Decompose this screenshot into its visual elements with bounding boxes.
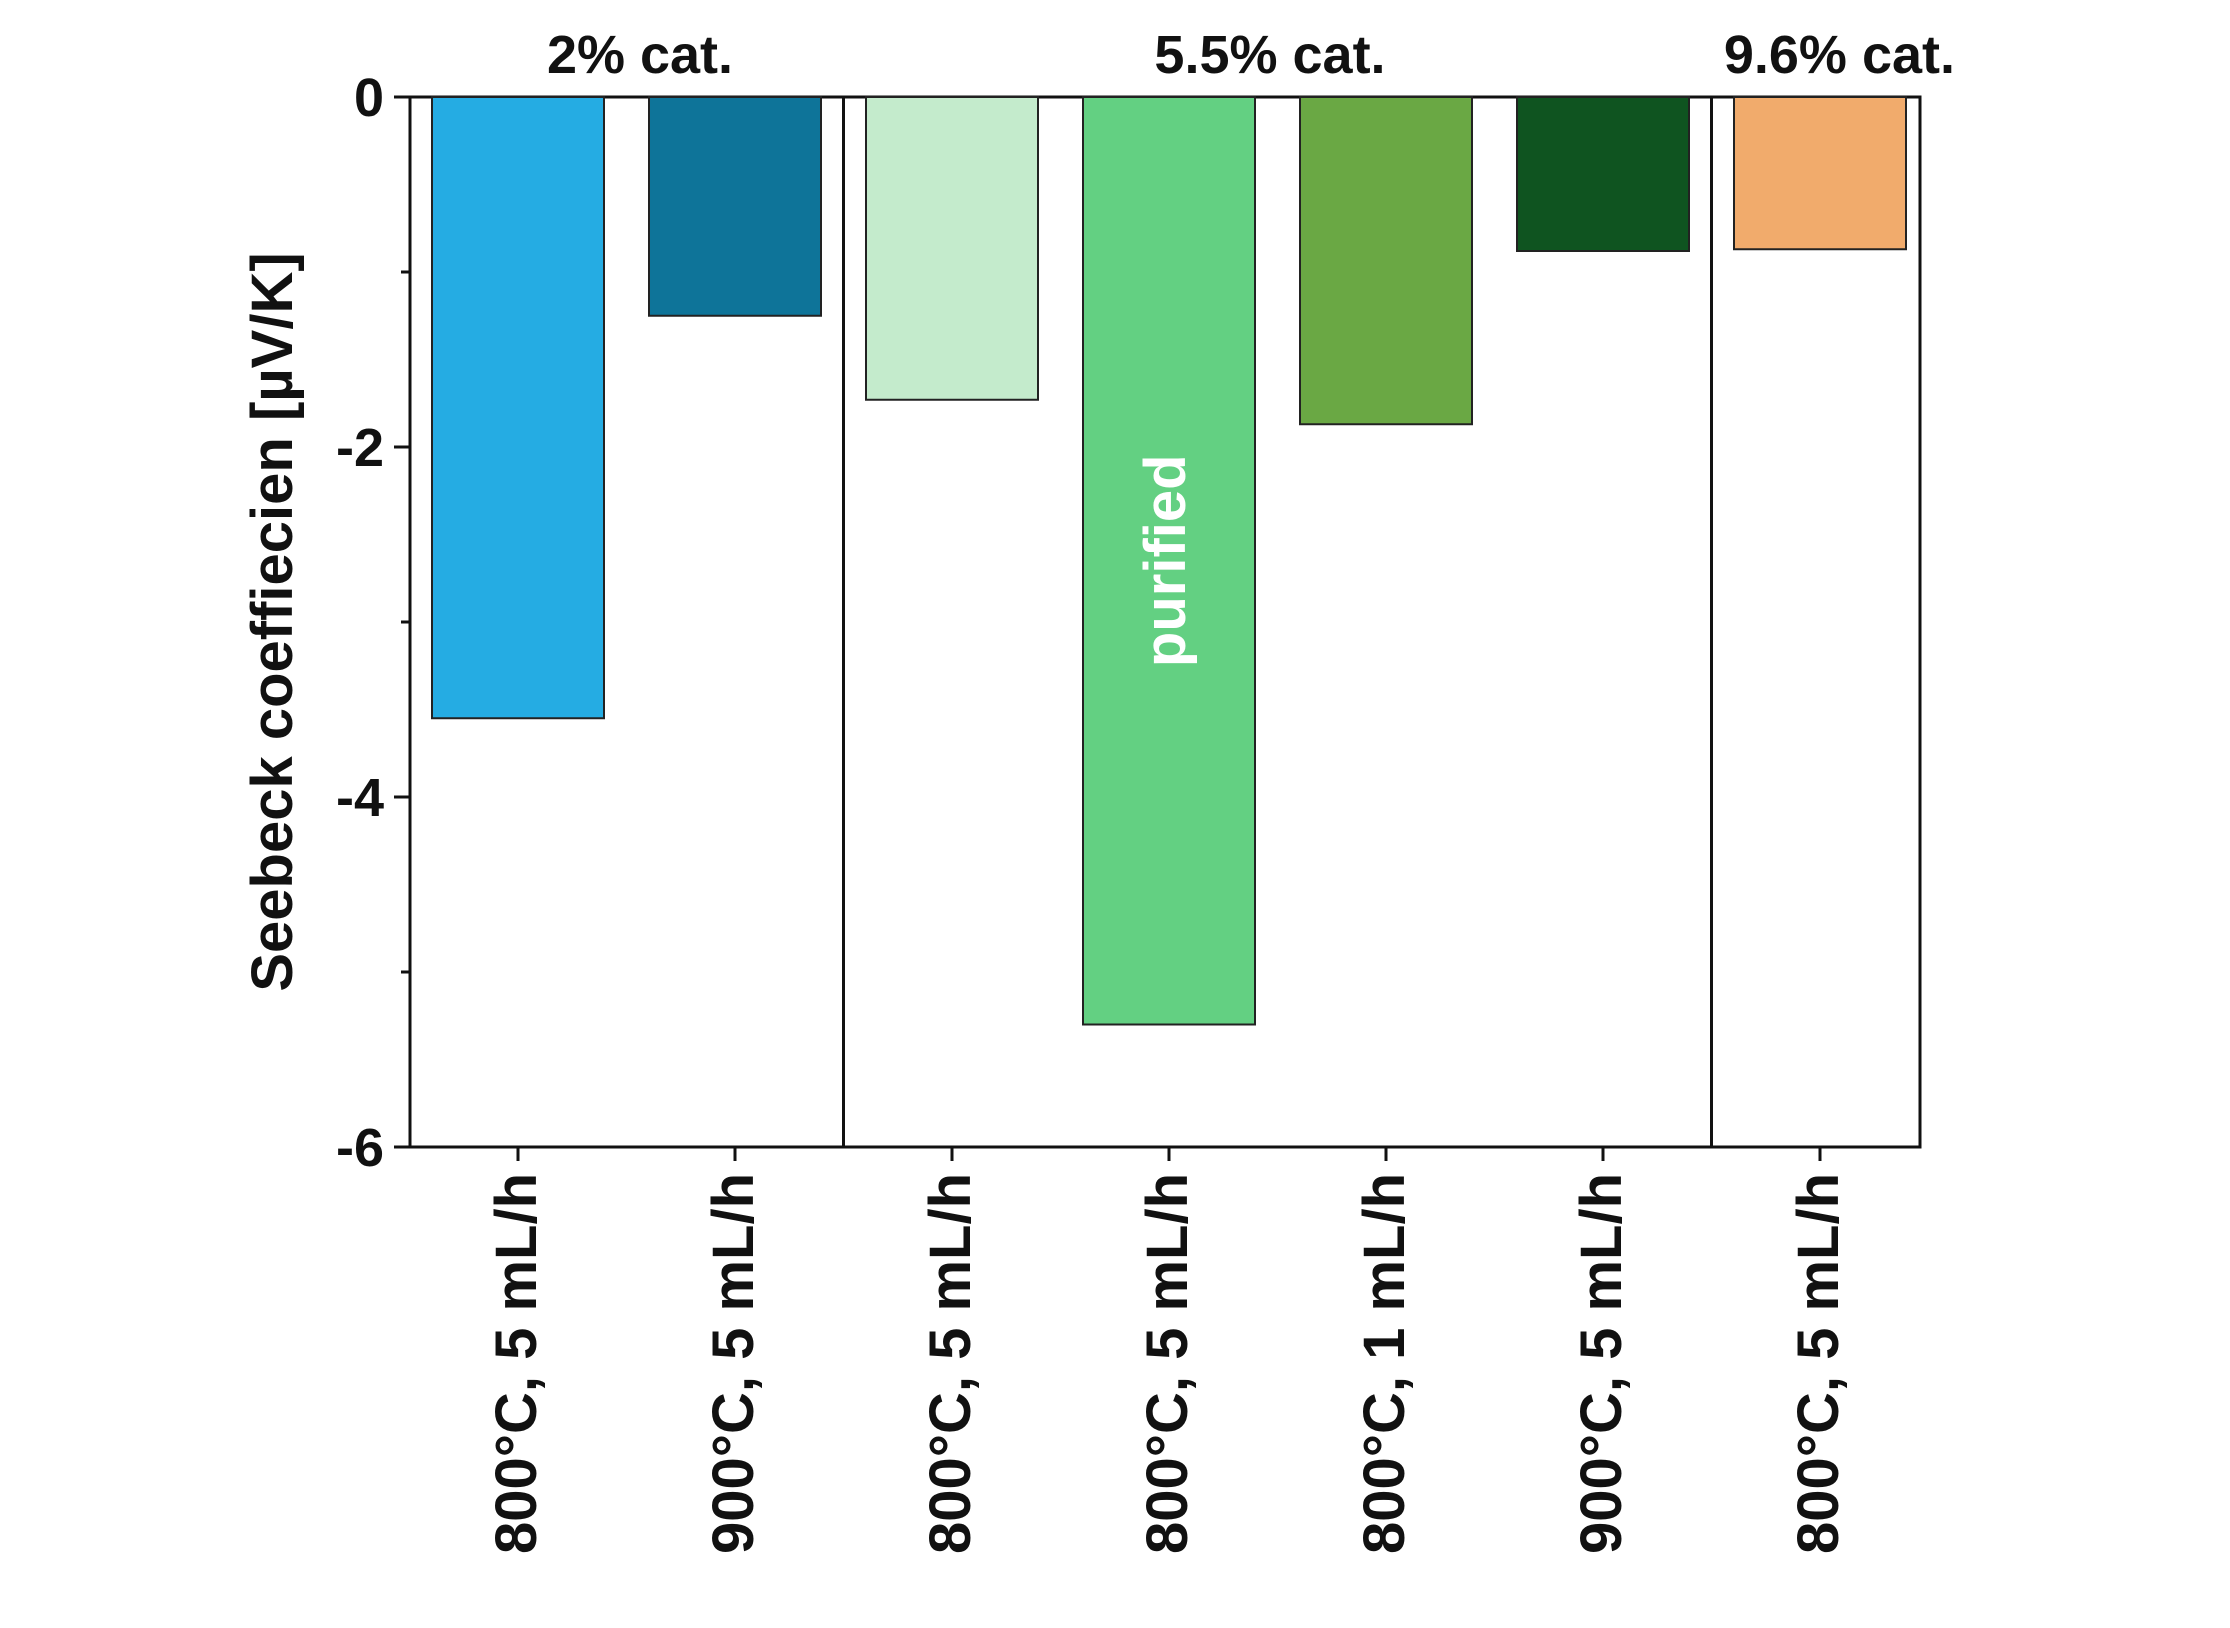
bar-2 [648,96,822,317]
y-axis-label: Seebeck coeffiecien [µV/K] [240,252,305,991]
x-tick-label: 800°C, 5 mL/h [484,1173,549,1554]
x-axis: 800°C, 5 mL/h 900°C, 5 mL/h 800°C, 5 mL/h 8… [484,1147,1851,1554]
bar-7 [1733,96,1907,251]
y-tick-label: 0 [354,68,384,128]
x-tick-label: 800°C, 5 mL/h [918,1173,983,1554]
group-labels: 2% cat. 5.5% cat. 9.6% cat. [547,25,1955,85]
bar-1 [431,96,605,720]
bar-6 [1516,96,1690,252]
x-tick-label: 900°C, 5 mL/h [701,1173,766,1554]
y-tick-label: -4 [336,768,384,828]
y-tick-label: -6 [336,1118,384,1178]
x-tick-label: 800°C, 1 mL/h [1352,1173,1417,1554]
bar-4 [1082,96,1256,1026]
bar-5 [1299,96,1473,426]
group-label: 2% cat. [547,25,733,85]
group-dividers [842,97,1713,1147]
bars [431,96,1907,1026]
bar-annotation: purified [1133,454,1198,667]
group-label: 5.5% cat. [1154,25,1385,85]
x-tick-label: 800°C, 5 mL/h [1786,1173,1851,1554]
x-tick-label: 800°C, 5 mL/h [1135,1173,1200,1554]
group-label: 9.6% cat. [1724,25,1955,85]
x-tick-label: 900°C, 5 mL/h [1569,1173,1634,1554]
y-tick-label: -2 [336,418,384,478]
bar-3 [865,96,1039,401]
y-axis: 0 -2 -4 -6 [336,68,410,1178]
bar-annotations: purified [1133,454,1198,667]
